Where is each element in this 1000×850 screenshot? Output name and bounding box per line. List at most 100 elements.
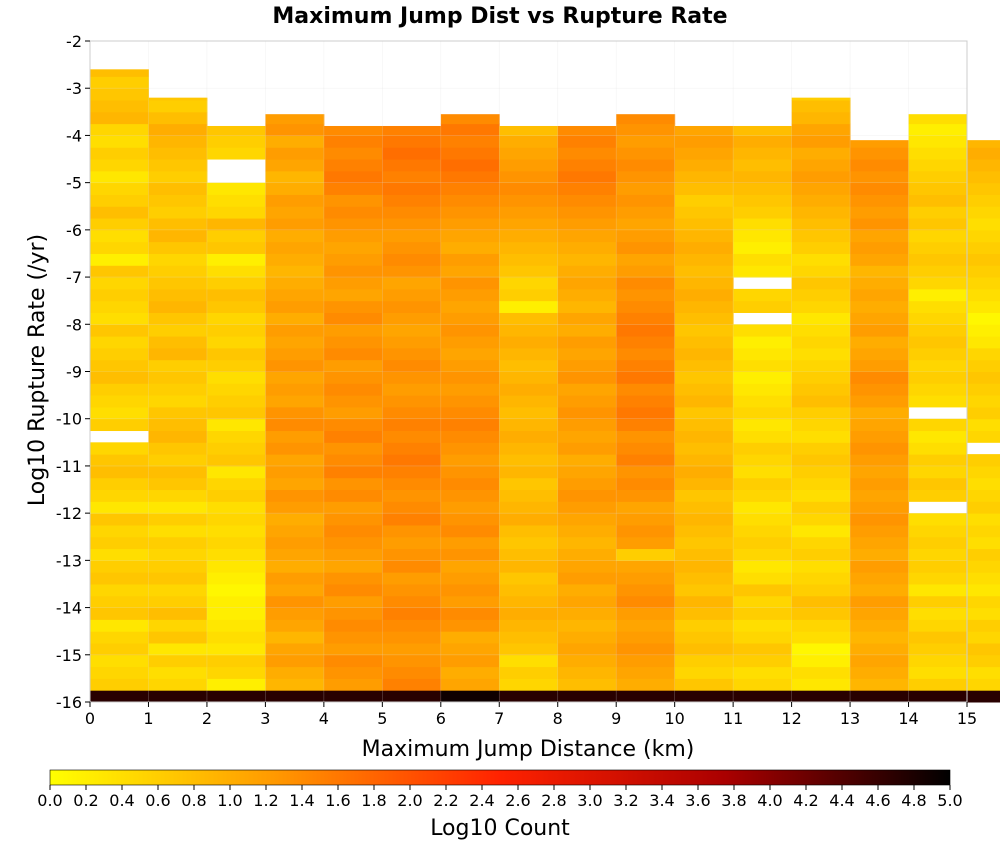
heatmap-cell [265,395,325,408]
heatmap-cell [148,548,208,561]
heatmap-cell [382,312,442,325]
heatmap-cell [850,265,910,278]
heatmap-cell [557,229,617,243]
heatmap-cell [440,654,500,668]
heatmap-cell [440,288,500,302]
heatmap-cell [674,241,734,254]
heatmap-cell [733,666,793,679]
heatmap-cell [440,489,500,502]
heatmap-cell [265,229,325,243]
heatmap-cell [499,253,559,266]
heatmap-cell [148,347,208,361]
heatmap-cell [382,548,442,561]
heatmap-cell [148,111,208,125]
heatmap-cell [499,395,559,408]
heatmap-cell [265,277,325,290]
heatmap-cell [733,513,793,526]
heatmap-cell [733,300,793,313]
heatmap-cell [265,642,325,656]
heatmap-cell [674,347,734,361]
heatmap-cell [499,678,559,691]
heatmap-cell [90,406,149,420]
heatmap-cell [90,206,149,219]
heatmap-cell [908,418,968,432]
heatmap-cell [382,607,442,620]
heatmap-cell [440,359,500,372]
heatmap-cell [148,147,208,160]
heatmap-cell [148,324,208,337]
heatmap-cell [850,454,910,467]
heatmap-cell [265,666,325,679]
heatmap-cell [791,312,851,325]
heatmap-cell [908,300,968,313]
heatmap-cell [90,336,149,349]
heatmap-cell [850,690,910,703]
heatmap-cell [733,501,793,514]
heatmap-cell [206,229,266,243]
heatmap-cell [557,265,617,278]
heatmap-cell [148,642,208,656]
heatmap-cell [616,336,676,349]
heatmap-cell [674,324,734,337]
heatmap-cell [323,170,383,184]
heatmap-cell [323,678,383,691]
heatmap-cell [90,560,149,573]
heatmap-cell [499,229,559,243]
heatmap-cell [499,666,559,679]
heatmap-cell [440,182,500,195]
heatmap-cell [382,135,442,148]
heatmap-cell [908,114,968,125]
heatmap-cell [90,619,149,632]
heatmap-cell [850,159,910,172]
heatmap-cell [850,642,910,656]
heatmap-cell [382,253,442,266]
heatmap-cell [791,524,851,538]
heatmap-cell [557,583,617,597]
heatmap-cell [616,513,676,526]
heatmap-cell [967,524,1000,538]
colorbar [49,769,951,786]
heatmap-cell [850,406,910,420]
heatmap-cell [148,619,208,632]
heatmap-cell [440,300,500,313]
heatmap-cell [440,194,500,207]
heatmap-cell [499,489,559,502]
heatmap-cell [90,524,149,538]
colorbar-tick-label: 4.2 [793,791,818,810]
heatmap-cell [206,572,266,585]
heatmap-cell [616,170,676,184]
heatmap-cell [323,241,383,254]
heatmap-cell [265,501,325,514]
heatmap-cell [967,395,1000,408]
heatmap-cell [733,690,793,703]
heatmap-cell [265,631,325,644]
heatmap-cell [967,170,1000,184]
y-tick-label: -16 [56,693,82,712]
heatmap-cell [382,406,442,420]
heatmap-cell [323,513,383,526]
heatmap-cell [616,395,676,408]
heatmap-cell [850,336,910,349]
colorbar-tick-label: 0.0 [37,791,62,810]
heatmap-cell [908,170,968,184]
heatmap-cell [148,430,208,443]
heatmap-cell [265,324,325,337]
heatmap-cell [90,548,149,561]
heatmap-cell [499,536,559,550]
heatmap-cell [850,607,910,620]
heatmap-cell [967,430,1000,443]
heatmap-cell [616,159,676,172]
heatmap-cell [90,218,149,231]
x-tick-label: 6 [436,709,446,728]
heatmap-cell [206,253,266,266]
heatmap-cell [206,595,266,609]
heatmap-cell [90,100,149,113]
heatmap-cell [323,454,383,467]
heatmap-cell [265,536,325,550]
heatmap-cell [616,300,676,313]
heatmap-cell [90,536,149,550]
heatmap-cell [616,359,676,372]
heatmap-cell [206,489,266,502]
heatmap-cell [557,324,617,337]
heatmap-cell [791,182,851,195]
